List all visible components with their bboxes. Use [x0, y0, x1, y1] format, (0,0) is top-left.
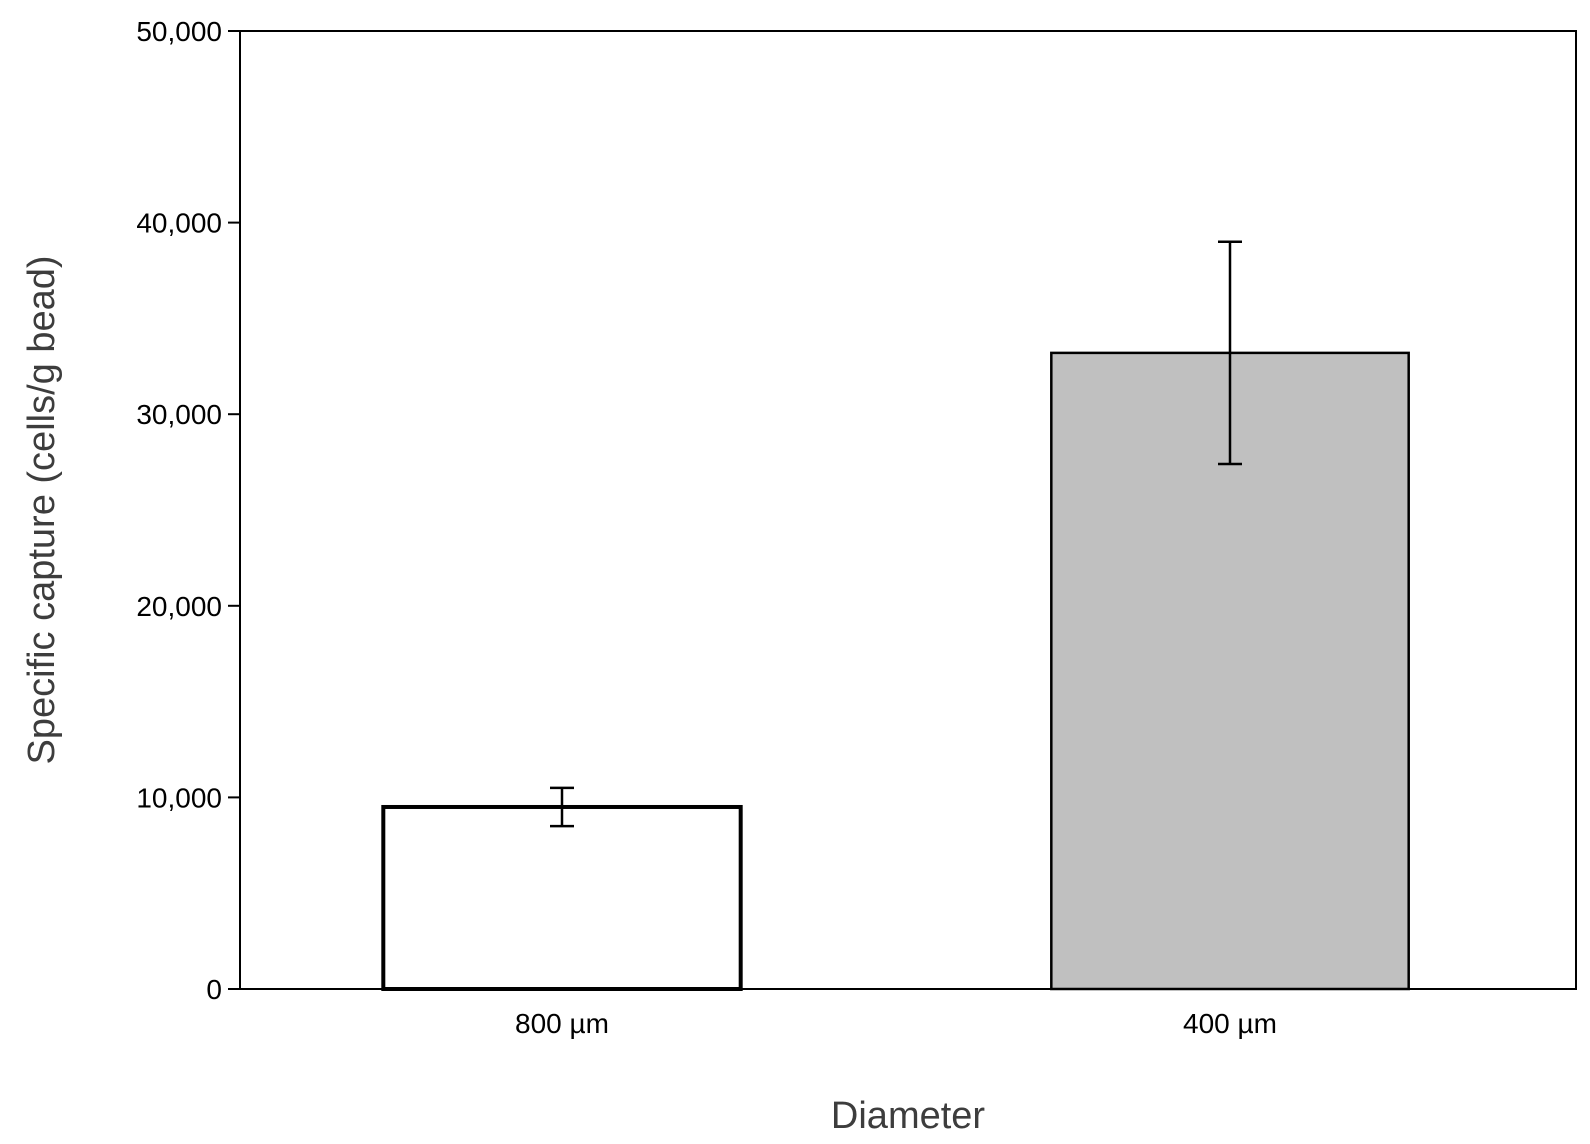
x-axis: 800 µm 400 µm [515, 1008, 1277, 1039]
y-tick-label: 0 [206, 974, 222, 1005]
bars-group [381, 351, 1410, 991]
y-axis: 0 10,000 20,000 30,000 40,000 50,000 [136, 16, 240, 1005]
bar-1 [381, 804, 743, 991]
y-tick-label: 40,000 [136, 208, 222, 239]
plot-frame [239, 30, 1577, 990]
y-tick-label: 50,000 [136, 16, 222, 47]
y-tick-label: 10,000 [136, 782, 222, 813]
y-axis-title: Specific capture (cells/g bead) [21, 255, 63, 764]
y-tick-label: 30,000 [136, 399, 222, 430]
x-axis-title: Diameter [831, 1095, 985, 1137]
error-bars-group [550, 240, 1242, 828]
x-tick-label: 400 µm [1183, 1008, 1277, 1039]
y-tick-label: 20,000 [136, 591, 222, 622]
x-tick-label: 800 µm [515, 1008, 609, 1039]
